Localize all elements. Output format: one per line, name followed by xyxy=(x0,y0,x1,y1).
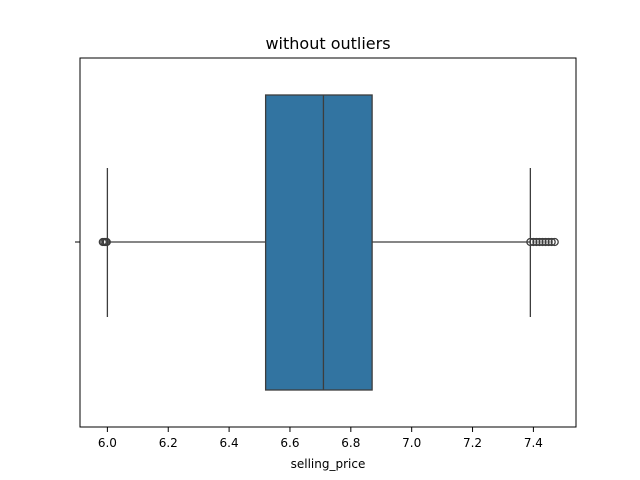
outlier-point-high xyxy=(547,237,556,247)
outlier-point-high xyxy=(526,237,535,247)
outlier-point-high xyxy=(529,237,538,247)
outlier-point-high xyxy=(535,237,544,247)
iqr-box xyxy=(264,94,373,391)
x-tick-label: 6.0 xyxy=(98,436,117,450)
x-axis-label: selling_price xyxy=(291,457,366,471)
outlier-point-high xyxy=(541,237,550,247)
x-tick-label: 7.0 xyxy=(402,436,421,450)
outlier-point-high xyxy=(538,237,547,247)
x-tick-label: 6.8 xyxy=(341,436,360,450)
outlier-point-low xyxy=(102,237,111,247)
x-tick-label: 6.2 xyxy=(159,436,178,450)
x-tick-label: 7.4 xyxy=(524,436,543,450)
x-axis: 6.0 6.2 6.4 6.6 6.8 7.0 7.2 7.4 xyxy=(98,427,543,450)
chart-marks xyxy=(98,94,559,391)
chart-title: without outliers xyxy=(265,34,390,53)
outlier-point-high xyxy=(532,237,541,247)
x-tick-label: 6.4 xyxy=(220,436,239,450)
x-tick-label: 6.6 xyxy=(280,436,299,450)
x-tick-label: 7.2 xyxy=(463,436,482,450)
outlier-point-high xyxy=(550,237,559,247)
outlier-point-high xyxy=(544,237,553,247)
